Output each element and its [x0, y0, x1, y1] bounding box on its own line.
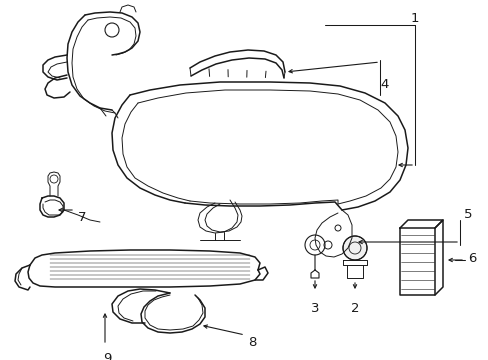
Text: 8: 8: [247, 336, 256, 348]
Text: 2: 2: [350, 301, 359, 315]
Text: 7: 7: [78, 211, 86, 225]
Text: 4: 4: [380, 78, 388, 91]
Text: 6: 6: [467, 252, 475, 265]
Text: 3: 3: [310, 301, 319, 315]
Text: 5: 5: [463, 208, 471, 221]
Text: 1: 1: [410, 12, 418, 24]
Circle shape: [342, 236, 366, 260]
Text: 9: 9: [102, 351, 111, 360]
